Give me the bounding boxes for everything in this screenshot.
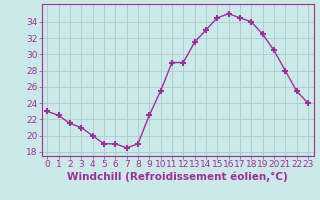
X-axis label: Windchill (Refroidissement éolien,°C): Windchill (Refroidissement éolien,°C) xyxy=(67,172,288,182)
